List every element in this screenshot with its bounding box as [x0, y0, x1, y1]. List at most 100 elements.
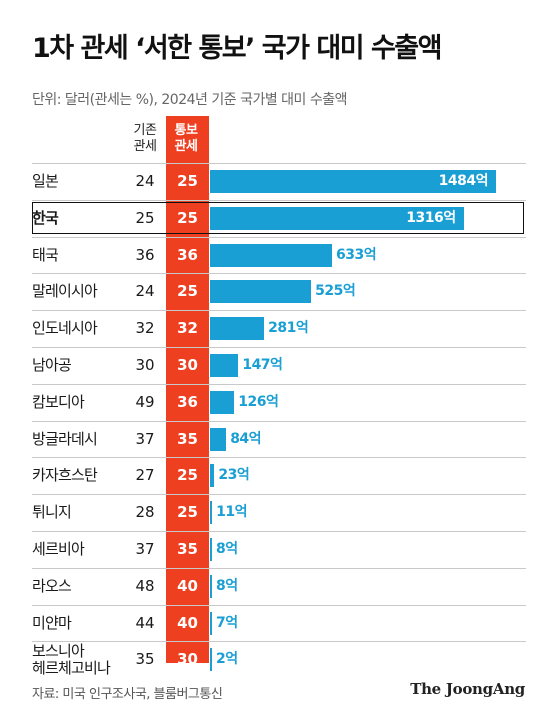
country-label: 남아공: [32, 356, 72, 374]
row-separator: [32, 236, 526, 238]
export-bar: [210, 427, 227, 451]
export-value-label: 633억: [335, 246, 377, 263]
table-row: 미얀마 44 40 7억: [0, 605, 559, 642]
export-bar: [210, 280, 312, 304]
source-note: 자료: 미국 인구조사국, 블룸버그통신: [32, 687, 223, 702]
country-label: 한국: [32, 208, 59, 227]
export-bar: [210, 501, 213, 525]
export-value-label: 8억: [216, 541, 238, 557]
export-bar: [210, 390, 235, 414]
country-label: 캄보디아: [32, 392, 85, 411]
new-tariff-value: 32: [177, 319, 198, 338]
export-bar: [210, 354, 239, 377]
row-separator: [32, 604, 526, 606]
base-tariff-value: 44: [135, 613, 155, 632]
export-bar: [210, 574, 212, 598]
country-label: 카자흐스탄: [32, 466, 98, 485]
new-tariff-value: 36: [177, 245, 198, 264]
export-value-label: 147억: [242, 357, 283, 373]
base-tariff-value: 24: [135, 172, 155, 190]
row-separator: [32, 383, 526, 385]
table-row: 튀니지 28 25 11억: [0, 494, 559, 531]
row-separator: [32, 163, 526, 164]
new-tariff-column-background: [166, 116, 209, 663]
table-row: 방글라데시 37 35 84억: [0, 421, 559, 458]
country-label: 라오스: [32, 576, 72, 595]
new-tariff-value: 35: [177, 540, 198, 558]
new-tariff-value: 40: [177, 576, 198, 595]
row-separator: [32, 273, 526, 275]
export-value-label: 7억: [216, 614, 238, 631]
base-tariff-value: 25: [135, 208, 155, 227]
row-separator: [32, 457, 526, 459]
table-row: 보스니아 헤르체고비나 35 30 2억: [0, 641, 559, 678]
export-value-label: 23억: [218, 467, 250, 484]
export-value-label: 281억: [268, 320, 309, 337]
table-row: 일본 24 25 1484억: [0, 163, 559, 200]
base-tariff-value: 37: [135, 429, 155, 448]
brand-logo: The JoongAng: [410, 680, 525, 698]
country-label: 튀니지: [32, 503, 72, 522]
base-tariff-value: 36: [135, 245, 155, 264]
export-bar: [210, 206, 464, 230]
row-separator: [32, 641, 526, 643]
row-separator: [32, 310, 526, 312]
base-tariff-value: 27: [135, 466, 155, 485]
export-bar: [210, 648, 212, 672]
base-tariff-header: 기존 관세: [133, 123, 157, 154]
row-separator: [32, 420, 526, 422]
table-row: 세르비아 37 35 8억: [0, 531, 559, 568]
table-row: 태국 36 36 633억: [0, 237, 559, 274]
base-tariff-value: 49: [135, 392, 155, 411]
new-tariff-value: 25: [177, 208, 198, 227]
row-separator: [32, 347, 526, 348]
row-separator: [32, 494, 526, 496]
base-tariff-value: 32: [135, 319, 155, 338]
country-label: 보스니아 헤르체고비나: [32, 642, 111, 678]
row-separator: [32, 531, 526, 532]
export-bar: [210, 243, 332, 267]
base-tariff-value: 37: [135, 540, 155, 558]
new-tariff-value: 35: [177, 429, 198, 448]
export-value-label: 126억: [238, 393, 279, 410]
table-row: 캄보디아 49 36 126억: [0, 384, 559, 421]
new-tariff-value: 30: [177, 650, 198, 669]
row-separator: [32, 199, 526, 201]
table-row: 라오스 48 40 8억: [0, 568, 559, 605]
new-tariff-value: 30: [177, 356, 198, 374]
new-tariff-value: 25: [177, 282, 198, 301]
base-tariff-value: 48: [135, 576, 155, 595]
base-tariff-value: 30: [135, 356, 155, 374]
base-tariff-value: 28: [135, 503, 155, 522]
country-label: 일본: [32, 172, 59, 190]
export-value-label: 8억: [216, 577, 238, 594]
base-tariff-value: 35: [135, 650, 155, 669]
export-value-label: 2억: [216, 651, 238, 668]
country-label: 태국: [32, 245, 59, 264]
table-row: 인도네시아 32 32 281억: [0, 310, 559, 347]
export-value-label: 84억: [230, 430, 262, 447]
country-label: 세르비아: [32, 540, 85, 558]
export-bar: [210, 170, 496, 193]
new-tariff-value: 36: [177, 392, 198, 411]
export-value-label: 1484억: [438, 173, 489, 189]
table-row: 남아공 30 30 147억: [0, 347, 559, 384]
row-separator: [32, 567, 526, 569]
country-label: 미얀마: [32, 613, 72, 632]
export-bar: [210, 538, 212, 561]
export-value-label: 1316억: [406, 209, 456, 226]
export-bar: [210, 317, 265, 341]
chart-title: 1차 관세 ‘서한 통보’ 국가 대미 수출액: [32, 33, 442, 64]
new-tariff-value: 25: [177, 172, 198, 190]
country-label: 방글라데시: [32, 429, 98, 448]
export-bar: [210, 464, 215, 488]
export-bar: [210, 611, 212, 635]
highlight-box: [32, 201, 524, 234]
new-tariff-header: 통보 관세: [174, 123, 198, 154]
table-row: 말레이시아 24 25 525억: [0, 273, 559, 310]
base-tariff-value: 24: [135, 282, 155, 301]
table-row: 한국 25 25 1316억: [0, 200, 559, 237]
export-value-label: 11억: [216, 504, 247, 521]
chart-subtitle: 단위: 달러(관세는 %), 2024년 기준 국가별 대미 수출액: [32, 92, 348, 108]
new-tariff-value: 25: [177, 503, 198, 522]
